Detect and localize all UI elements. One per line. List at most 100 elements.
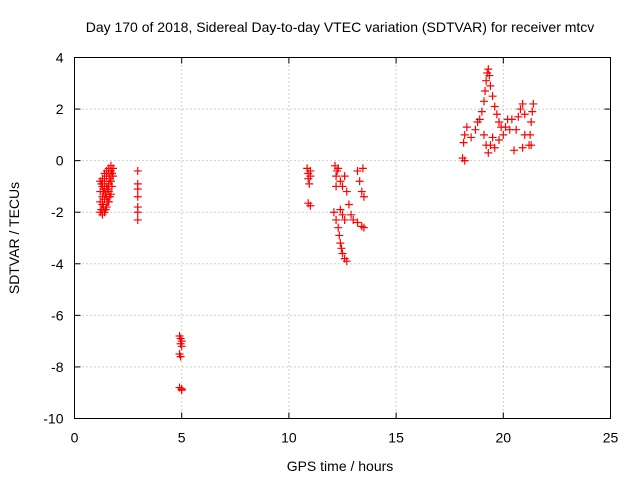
data-point <box>480 97 489 106</box>
data-point <box>133 215 142 224</box>
data-point <box>334 164 343 173</box>
y-tick-label: -6 <box>51 307 64 323</box>
data-point <box>459 138 468 147</box>
data-point <box>340 215 349 224</box>
data-point <box>488 92 497 101</box>
data-point <box>527 141 536 150</box>
x-tick-label: 20 <box>496 430 512 446</box>
x-tick-label: 15 <box>388 430 404 446</box>
y-tick-label: -10 <box>43 411 63 427</box>
data-point <box>490 143 499 152</box>
data-point <box>337 244 346 253</box>
data-point <box>176 352 185 361</box>
data-point <box>480 130 489 139</box>
data-point <box>334 223 343 232</box>
data-point <box>106 190 115 199</box>
data-point <box>305 179 314 188</box>
data-point <box>306 166 315 175</box>
data-point <box>353 166 362 175</box>
data-point <box>512 125 521 134</box>
plot-frame <box>74 57 611 419</box>
data-point <box>355 177 364 186</box>
data-point <box>102 203 111 212</box>
data-point <box>338 182 347 191</box>
data-point <box>342 257 351 266</box>
data-point <box>336 177 345 186</box>
data-point <box>484 65 493 74</box>
data-point <box>471 125 480 134</box>
data-point <box>482 76 491 85</box>
chart-title: Day 170 of 2018, Sidereal Day-to-day VTE… <box>86 19 595 35</box>
data-point <box>520 110 529 119</box>
data-point <box>349 215 358 224</box>
data-point <box>357 222 366 231</box>
data-point <box>133 208 142 217</box>
data-points <box>96 65 538 395</box>
data-point <box>507 115 516 124</box>
y-tick-label: -4 <box>51 256 64 272</box>
data-point <box>492 110 501 119</box>
data-point <box>336 205 345 214</box>
data-point <box>488 133 497 142</box>
data-point <box>527 117 536 126</box>
data-point <box>490 102 499 111</box>
data-point <box>344 200 353 209</box>
data-point <box>528 107 537 116</box>
data-point <box>336 239 345 248</box>
data-point <box>510 146 519 155</box>
data-point <box>518 99 527 108</box>
y-tick-label: 2 <box>56 101 64 117</box>
x-axis-label: GPS time / hours <box>287 458 394 474</box>
data-point <box>359 223 368 232</box>
x-tick-label: 0 <box>71 430 79 446</box>
x-tick-label: 5 <box>178 430 186 446</box>
y-tick-label: 4 <box>56 50 64 66</box>
data-point <box>495 117 504 126</box>
data-point <box>460 130 469 139</box>
data-point <box>486 81 495 90</box>
axis-ticks: 0 5 10 15 20 25 -10 -8 -6 -4 -2 0 2 4 <box>43 50 618 446</box>
data-point <box>486 141 495 150</box>
data-point <box>104 197 113 206</box>
data-point <box>462 123 471 132</box>
data-point <box>338 210 347 219</box>
data-point <box>518 143 527 152</box>
data-point <box>133 185 142 194</box>
data-point <box>358 164 367 173</box>
data-point <box>108 182 117 191</box>
data-point <box>529 99 538 108</box>
data-point <box>347 210 356 219</box>
data-point <box>526 130 535 139</box>
data-point <box>499 130 508 139</box>
data-point <box>516 105 525 114</box>
data-point <box>306 201 315 210</box>
data-point <box>340 172 349 181</box>
data-point <box>109 172 118 181</box>
data-point <box>109 164 118 173</box>
data-point <box>342 187 351 196</box>
data-point <box>475 115 484 124</box>
x-tick-label: 10 <box>281 430 297 446</box>
y-tick-label: -8 <box>51 359 64 375</box>
data-point <box>329 208 338 217</box>
data-point <box>477 107 486 116</box>
data-point <box>359 192 368 201</box>
data-point <box>338 249 347 258</box>
data-point <box>484 148 493 157</box>
data-point <box>177 342 186 351</box>
y-tick-label: -2 <box>51 204 64 220</box>
data-point <box>501 123 510 132</box>
data-point <box>495 136 504 145</box>
data-point <box>467 133 476 142</box>
data-point <box>133 192 142 201</box>
data-point <box>357 187 366 196</box>
data-point <box>353 218 362 227</box>
data-point <box>332 172 341 181</box>
data-point <box>106 177 115 186</box>
x-tick-label: 25 <box>603 430 619 446</box>
data-point <box>133 166 142 175</box>
data-point <box>485 71 494 80</box>
data-point <box>335 231 344 240</box>
data-point <box>332 215 341 224</box>
